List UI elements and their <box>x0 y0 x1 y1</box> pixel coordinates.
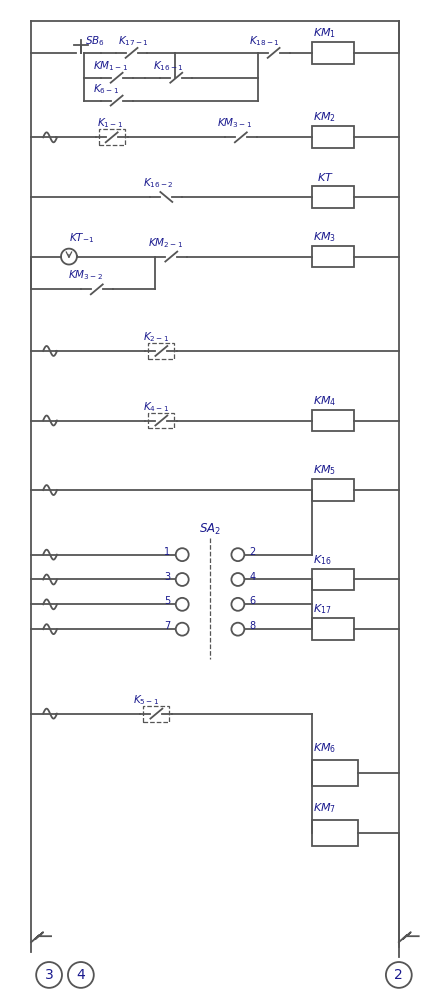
Bar <box>312 479 354 501</box>
Text: $K_{4-1}$: $K_{4-1}$ <box>144 400 170 414</box>
Text: $K_{1-1}$: $K_{1-1}$ <box>97 117 123 130</box>
Text: 4: 4 <box>76 968 85 982</box>
Bar <box>99 129 125 145</box>
Text: $K_{16-1}$: $K_{16-1}$ <box>153 59 184 73</box>
Text: $SB_6$: $SB_6$ <box>85 34 105 48</box>
Bar <box>312 246 354 267</box>
Text: 2: 2 <box>250 547 256 557</box>
Text: $KM_1$: $KM_1$ <box>313 26 336 40</box>
Bar <box>148 413 174 428</box>
Text: $KM_2$: $KM_2$ <box>313 111 336 124</box>
Bar <box>148 343 174 359</box>
Text: $SA_2$: $SA_2$ <box>199 522 221 537</box>
Text: $KM_{2-1}$: $KM_{2-1}$ <box>148 236 184 250</box>
Text: $KM_3$: $KM_3$ <box>313 230 336 244</box>
Bar <box>312 760 358 786</box>
Bar <box>312 42 354 64</box>
Text: $K_{16}$: $K_{16}$ <box>313 553 332 567</box>
Text: 1: 1 <box>164 547 171 557</box>
Text: 6: 6 <box>250 596 256 606</box>
Text: $KT$: $KT$ <box>317 171 334 183</box>
Text: $KT_{-1}$: $KT_{-1}$ <box>69 231 94 245</box>
Text: $KM_{3-1}$: $KM_{3-1}$ <box>217 117 252 130</box>
Text: $KM_{1-1}$: $KM_{1-1}$ <box>93 59 128 73</box>
Text: $K_{5-1}$: $K_{5-1}$ <box>132 693 159 707</box>
Text: $KM_6$: $KM_6$ <box>313 741 337 755</box>
Text: 2: 2 <box>395 968 403 982</box>
Text: $K_{17}$: $K_{17}$ <box>313 602 332 616</box>
Bar <box>312 126 354 148</box>
Bar <box>312 820 358 846</box>
Text: $KM_5$: $KM_5$ <box>313 463 336 477</box>
Text: $K_{6-1}$: $K_{6-1}$ <box>93 82 119 96</box>
Text: 7: 7 <box>164 621 171 631</box>
Text: 3: 3 <box>164 572 171 582</box>
Bar <box>312 618 354 640</box>
Bar <box>144 706 169 722</box>
Text: $K_{16-2}$: $K_{16-2}$ <box>144 176 174 190</box>
Bar <box>312 569 354 590</box>
Text: $K_{18-1}$: $K_{18-1}$ <box>249 34 280 48</box>
Bar <box>312 410 354 431</box>
Text: 8: 8 <box>250 621 256 631</box>
Bar <box>312 186 354 208</box>
Text: $KM_{3-2}$: $KM_{3-2}$ <box>68 269 103 282</box>
Text: 5: 5 <box>164 596 171 606</box>
Text: $K_{2-1}$: $K_{2-1}$ <box>144 330 170 344</box>
Text: 3: 3 <box>45 968 53 982</box>
Text: $KM_7$: $KM_7$ <box>313 801 336 815</box>
Text: $KM_4$: $KM_4$ <box>313 394 337 408</box>
Text: $K_{17-1}$: $K_{17-1}$ <box>118 34 148 48</box>
Text: 4: 4 <box>250 572 256 582</box>
